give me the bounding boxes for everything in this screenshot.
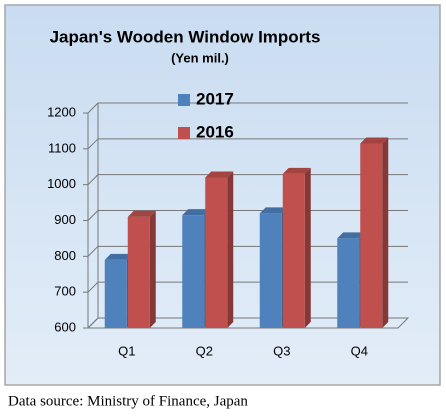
grid-line [87,102,408,114]
y-tick-label: 1200 [47,104,76,119]
bar [205,177,228,328]
x-tick-label: Q3 [273,343,290,358]
bar [360,143,383,328]
bar-top [259,207,288,214]
bar-side [227,171,234,328]
bar [282,173,305,328]
bar-top [182,209,211,216]
y-tick-label: 900 [54,212,76,227]
y-tick-label: 700 [54,284,76,299]
bar-top [337,232,366,239]
legend-swatch [178,94,190,106]
bar-top [205,171,234,178]
x-tick-label: Q2 [196,343,213,358]
y-tick-label: 800 [54,248,76,263]
source-note: Data source: Ministry of Finance, Japan [8,393,248,409]
legend-swatch [178,127,190,139]
x-tick-label: Q4 [351,343,368,358]
bar-top [282,167,311,174]
legend-label: 2017 [196,89,234,108]
chart-subtitle: (Yen mil.) [171,50,229,65]
grid-line [87,138,408,150]
bar-side [382,137,389,328]
bar-top [127,210,156,217]
chart-title: Japan's Wooden Window Imports [50,27,321,46]
bar-side [304,167,311,328]
bar [182,215,205,328]
bar [104,259,127,328]
bar-top [104,253,133,260]
y-tick-label: 600 [54,319,76,334]
bar-side [149,210,156,328]
bar [259,213,282,328]
bar-top [360,137,389,144]
y-tick-label: 1000 [47,176,76,191]
x-tick-label: Q1 [118,343,135,358]
bar [127,216,150,328]
y-tick-label: 1100 [48,140,76,155]
legend-label: 2016 [196,122,234,141]
bar [337,238,360,328]
